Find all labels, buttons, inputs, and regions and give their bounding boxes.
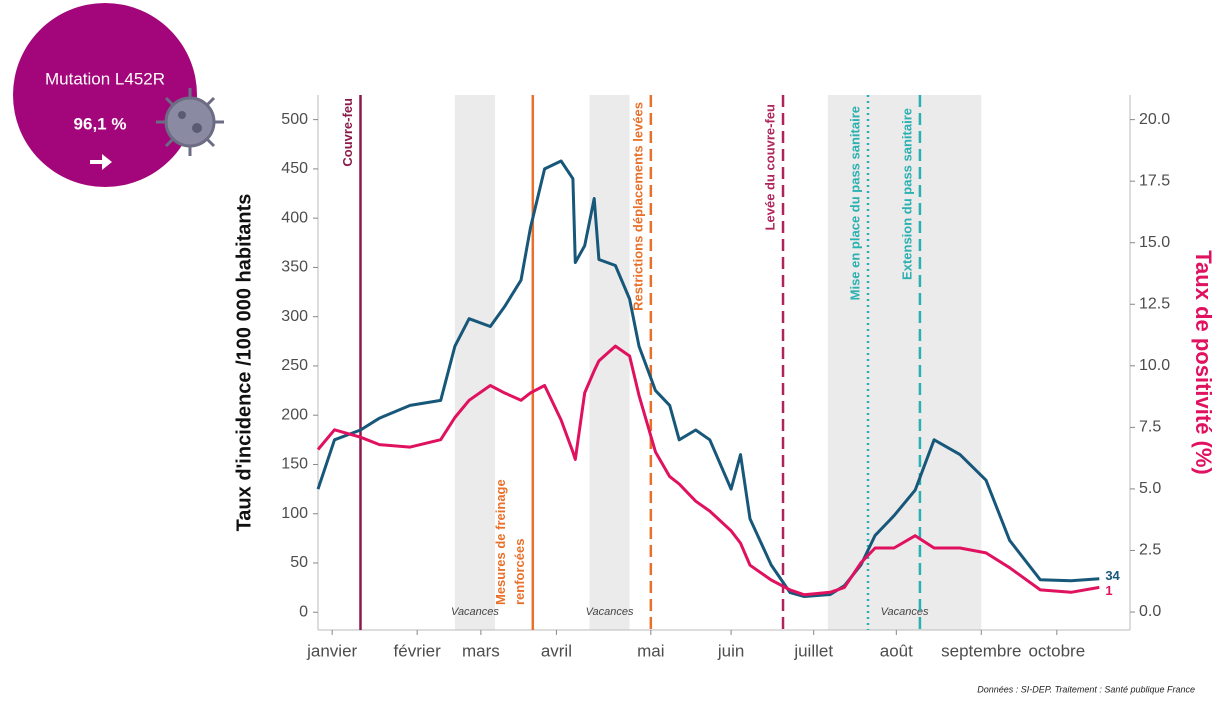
y-tick-label: 100 xyxy=(281,505,308,522)
event-label: Mesures de freinage xyxy=(493,479,508,605)
y-tick-label: 0 xyxy=(299,603,308,620)
event-label: renforcées xyxy=(512,539,527,605)
end-label: 1 xyxy=(1105,583,1112,598)
y2-tick-label: 17.5 xyxy=(1139,172,1170,189)
y-tick-label: 350 xyxy=(281,259,308,276)
x-tick-label: septembre xyxy=(941,641,1021,660)
chart: Vacances Vacances Vacances 0 50 100 150 200 250 3… xyxy=(233,95,1216,660)
page: Mutation L452R 96,1 % Données : SI-DEP. … xyxy=(0,0,1219,697)
y2-tick-label: 2.5 xyxy=(1139,542,1161,559)
y-axis-title: Taux d'incidence /100 000 habitants xyxy=(233,194,255,532)
x-tick-label: février xyxy=(394,641,442,660)
y2-tick-label: 20.0 xyxy=(1139,111,1170,128)
y2-tick-label: 12.5 xyxy=(1139,295,1170,312)
x-tick-label: avril xyxy=(541,641,572,660)
event-label: Levée du couvre-feu xyxy=(762,104,777,230)
x-tick-label: juin xyxy=(717,641,744,660)
event-label: Extension du pass sanitaire xyxy=(899,108,914,280)
y-tick-label: 250 xyxy=(281,357,308,374)
y-tick-label: 150 xyxy=(281,456,308,473)
y-tick-label: 300 xyxy=(281,308,308,325)
y2-tick-label: 15.0 xyxy=(1139,234,1170,251)
series-line xyxy=(318,346,1099,595)
region-label: Vacances xyxy=(881,606,929,618)
event-label: Mise en place du pass sanitaire xyxy=(847,106,862,300)
x-tick-label: janvier xyxy=(306,641,357,660)
x-tick-label: août xyxy=(880,641,913,660)
y2-tick-label: 7.5 xyxy=(1139,419,1161,436)
end-label: 34 xyxy=(1105,568,1120,583)
y2-tick-label: 5.0 xyxy=(1139,480,1161,497)
badge-value: 96,1 % xyxy=(74,114,127,133)
y2-axis-title: Taux de positivité (%) xyxy=(1191,250,1216,475)
region-label: Vacances xyxy=(451,606,499,618)
y-tick-label: 500 xyxy=(281,111,308,128)
series-line xyxy=(318,161,1099,597)
y-tick-label: 200 xyxy=(281,406,308,423)
virus-icon xyxy=(156,88,224,156)
event-label: Couvre-feu xyxy=(340,98,355,167)
region-label: Vacances xyxy=(586,606,634,618)
y2-tick-label: 0.0 xyxy=(1139,603,1161,620)
shaded-region xyxy=(455,95,495,630)
shaded-region xyxy=(589,95,629,630)
y-tick-label: 450 xyxy=(281,160,308,177)
y-tick-label: 50 xyxy=(290,554,308,571)
badge: Mutation L452R 96,1 % xyxy=(13,3,224,187)
y-tick-label: 400 xyxy=(281,209,308,226)
x-tick-label: mars xyxy=(462,641,500,660)
x-tick-label: juillet xyxy=(793,641,833,660)
source: Données : SI-DEP. Traitement : Santé pub… xyxy=(977,684,1195,694)
badge-title: Mutation L452R xyxy=(45,69,165,88)
event-label: Restrictions déplacements levées xyxy=(630,102,645,311)
y2-tick-label: 10.0 xyxy=(1139,357,1170,374)
x-tick-label: octobre xyxy=(1028,641,1085,660)
x-tick-label: mai xyxy=(637,641,664,660)
